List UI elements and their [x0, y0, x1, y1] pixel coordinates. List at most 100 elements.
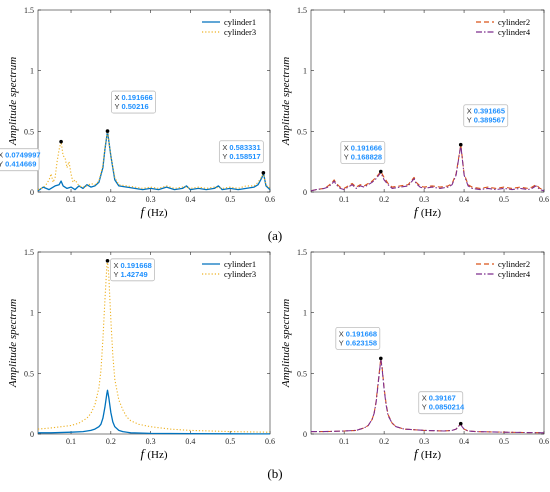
y-tick-label: 1	[303, 67, 307, 76]
legend-label-cylinder2: cylinder2	[498, 17, 530, 27]
x-tick-label: 0.2	[379, 195, 389, 204]
y-tick-label: 0	[303, 188, 307, 197]
legend-label-cylinder4: cylinder4	[498, 27, 531, 37]
datatip-x-key: X	[422, 394, 427, 403]
datatip-x-key: X	[467, 107, 472, 116]
datatip-x-key: X	[339, 329, 344, 338]
datatip-y-key: Y	[344, 153, 349, 162]
y-tick-label: 0	[30, 188, 34, 197]
plot-area	[37, 251, 271, 435]
legend-label-cylinder3: cylinder3	[224, 269, 256, 279]
x-tick-label: 0.1	[339, 437, 349, 446]
datatip-marker[interactable]	[59, 139, 63, 144]
x-tick-label: 0.4	[185, 437, 195, 446]
x-tick-label: 0.4	[185, 195, 195, 204]
datatip-x-value: 0.583331	[229, 143, 260, 152]
legend-box	[199, 255, 267, 281]
datatip-y-key: Y	[222, 152, 227, 161]
datatip-y-key: Y	[115, 102, 120, 111]
datatip-y-value: 0.414669	[5, 160, 36, 169]
chart-panel-a-right: 0.1 0.2 0.3 0.4 0.5 0.6 0 0.5 1 1.5 Amplitude spec…	[280, 6, 549, 219]
chart-panel-b-left: 0.1 0.2 0.3 0.4 0.5 0.6 0 0.5 1 1.5 Amplitude spec…	[7, 248, 275, 461]
caption-b: (b)	[267, 466, 282, 481]
datatip-box	[111, 90, 156, 114]
series-line-cylinder4	[310, 144, 545, 192]
datatip-y-value: 0.168828	[351, 153, 382, 162]
datatip-y-key: Y	[422, 403, 427, 412]
datatip-y-value: 1.42749	[121, 270, 148, 279]
datatip-x-value: 0.191668	[346, 329, 377, 338]
datatip-x-key: X	[0, 151, 3, 160]
x-tick-label: 0.3	[146, 195, 156, 204]
legend-label-cylinder4: cylinder4	[498, 269, 531, 279]
series-line-cylinder1	[38, 389, 271, 435]
datatip-marker[interactable]	[379, 169, 383, 174]
datatip-y-key: Y	[467, 116, 472, 125]
chart-panel-a-left: 0.1 0.2 0.3 0.4 0.5 0.6 0 0.5 1 1.5 Amplitude spec…	[0, 6, 275, 219]
legend-label-cylinder3: cylinder3	[224, 27, 256, 37]
legend-label-cylinder1: cylinder1	[224, 17, 256, 27]
datatip-y-key: Y	[339, 338, 344, 347]
y-axis-label: Amplitude spectrum	[280, 57, 292, 146]
y-tick-label: 1.5	[297, 248, 307, 257]
datatip-y-value: 0.50216	[122, 102, 149, 111]
datatip-marker[interactable]	[458, 142, 463, 147]
x-tick-label: 0.5	[225, 437, 235, 446]
datatip-marker[interactable]	[458, 421, 463, 426]
datatip-x-key: X	[344, 144, 349, 153]
datatip-y-value: 0.158517	[229, 152, 260, 161]
x-axis-label: f (Hz)	[140, 446, 167, 461]
datatip-box	[340, 141, 386, 164]
x-axis-label: f (Hz)	[414, 204, 441, 219]
datatip-x-value: 0.191666	[351, 144, 382, 153]
x-tick-label: 0.3	[146, 437, 156, 446]
datatip-y-value: 0.623158	[346, 338, 377, 347]
y-tick-label: 0.5	[297, 127, 307, 136]
y-axis-label: Amplitude spectrum	[7, 57, 19, 146]
datatip-box	[218, 140, 264, 164]
x-tick-label: 0.6	[265, 195, 275, 204]
datatip-marker[interactable]	[105, 129, 110, 133]
datatip-marker[interactable]	[105, 258, 110, 263]
datatip-marker[interactable]	[379, 356, 383, 361]
datatip-box	[110, 258, 155, 282]
datatip-x-value: 0.0749997	[5, 151, 40, 160]
datatip-box	[335, 326, 381, 350]
y-tick-label: 0.5	[24, 369, 34, 378]
datatip-marker[interactable]	[261, 170, 266, 175]
x-tick-label: 0.2	[106, 195, 116, 204]
y-tick-label: 1	[30, 309, 34, 318]
series-line-cylinder1	[37, 130, 271, 192]
y-tick-label: 1.5	[24, 6, 34, 15]
x-tick-label: 0.1	[66, 437, 76, 446]
datatip-x-value: 0.391665	[474, 107, 505, 116]
x-tick-label: 0.3	[419, 195, 429, 204]
y-tick-label: 1	[30, 67, 34, 76]
datatip-y-value: 0.389567	[474, 116, 505, 125]
datatip-x-value: 0.39167	[429, 394, 456, 403]
x-tick-label: 0.3	[419, 437, 429, 446]
legend-label-cylinder2: cylinder2	[498, 259, 530, 269]
y-tick-label: 1.5	[24, 248, 34, 257]
y-tick-label: 0	[303, 430, 307, 439]
x-tick-label: 0.1	[339, 195, 349, 204]
x-tick-label: 0.6	[539, 195, 549, 204]
series-line-cylinder3	[37, 130, 271, 191]
datatip-box	[418, 391, 464, 415]
datatip-x-key: X	[114, 261, 119, 270]
datatip-box	[0, 148, 40, 172]
x-tick-label: 0.6	[265, 437, 275, 446]
